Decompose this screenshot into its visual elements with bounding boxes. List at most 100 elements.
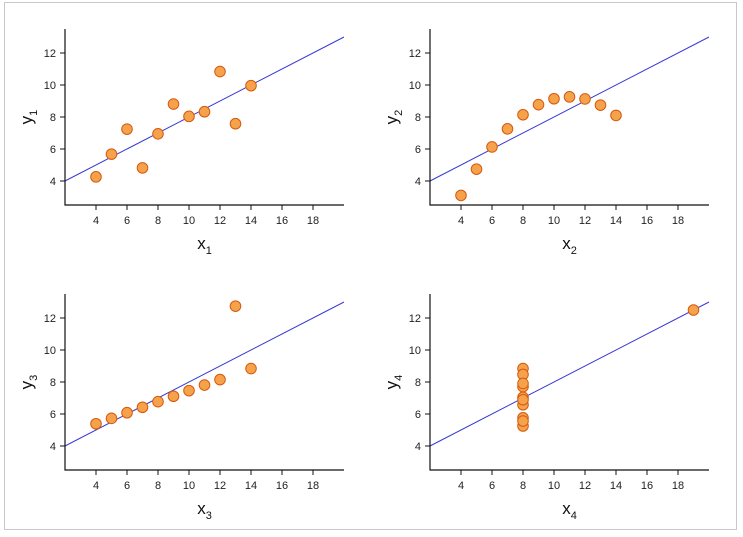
x-tick-label: 18 xyxy=(307,480,319,492)
data-point xyxy=(214,373,226,386)
data-point xyxy=(517,108,529,121)
y-tick-label: 4 xyxy=(50,176,56,188)
data-point xyxy=(563,91,576,103)
x-tick-label: 12 xyxy=(579,215,591,227)
data-point xyxy=(198,105,211,118)
y-axis-title: y1 xyxy=(17,110,40,125)
y-tick-label: 8 xyxy=(415,112,421,124)
y-tick-label: 12 xyxy=(44,48,56,60)
x-axis-title: x3 xyxy=(197,499,212,522)
data-point xyxy=(579,93,591,105)
y-tick-label: 6 xyxy=(50,409,56,421)
data-point xyxy=(687,304,700,316)
x-tick-label: 16 xyxy=(641,480,653,492)
data-point xyxy=(121,406,133,419)
y-tick-label: 4 xyxy=(50,441,56,453)
y-tick-label: 10 xyxy=(44,80,56,92)
data-point xyxy=(136,401,149,414)
y-tick-label: 10 xyxy=(409,80,421,92)
x-tick-label: 14 xyxy=(610,480,622,492)
y-tick-label: 12 xyxy=(409,48,421,60)
x-axis-title: x1 xyxy=(197,234,212,257)
y-axis-title: y2 xyxy=(382,110,405,125)
data-point xyxy=(486,141,498,153)
data-point xyxy=(455,189,467,202)
y-tick-label: 6 xyxy=(50,144,56,156)
x-tick-label: 18 xyxy=(307,215,319,227)
x-tick-label: 8 xyxy=(520,480,526,492)
x-tick-label: 10 xyxy=(548,215,560,227)
x-tick-label: 4 xyxy=(458,215,464,227)
y-axis-title: y3 xyxy=(17,375,40,390)
figure-frame xyxy=(4,2,737,530)
x-tick-label: 6 xyxy=(124,480,130,492)
data-point xyxy=(105,148,118,160)
x-tick-label: 16 xyxy=(641,215,653,227)
x-tick-label: 8 xyxy=(155,215,161,227)
data-point xyxy=(610,109,622,122)
x-tick-label: 8 xyxy=(155,480,161,492)
x-tick-label: 6 xyxy=(489,215,495,227)
data-point xyxy=(501,123,514,135)
data-point xyxy=(517,377,529,390)
data-point xyxy=(517,393,529,406)
y-tick-label: 6 xyxy=(415,144,421,156)
data-point xyxy=(183,110,195,123)
y-tick-label: 12 xyxy=(409,313,421,325)
y-tick-label: 10 xyxy=(409,345,421,357)
data-point xyxy=(105,412,118,425)
x-axis-title: x4 xyxy=(562,499,577,522)
x-tick-label: 8 xyxy=(520,215,526,227)
x-tick-label: 4 xyxy=(93,480,99,492)
x-tick-label: 14 xyxy=(245,215,257,227)
x-tick-label: 4 xyxy=(93,215,99,227)
x-tick-label: 10 xyxy=(183,480,195,492)
data-point xyxy=(532,98,545,111)
data-point xyxy=(229,117,242,130)
x-tick-label: 6 xyxy=(124,215,130,227)
y-tick-label: 6 xyxy=(415,409,421,421)
x-tick-label: 12 xyxy=(214,215,226,227)
data-point xyxy=(245,79,257,92)
axes xyxy=(429,294,709,471)
data-point xyxy=(167,390,180,403)
x-tick-label: 4 xyxy=(458,480,464,492)
y-tick-label: 8 xyxy=(415,377,421,389)
x-tick-label: 10 xyxy=(548,480,560,492)
y-tick-label: 12 xyxy=(44,313,56,325)
data-point xyxy=(229,300,242,312)
data-point xyxy=(167,98,180,110)
x-axis-title: x2 xyxy=(562,234,577,257)
x-tick-label: 14 xyxy=(245,480,257,492)
data-point xyxy=(594,99,607,111)
x-tick-label: 6 xyxy=(489,480,495,492)
x-tick-label: 18 xyxy=(672,480,684,492)
data-point xyxy=(121,123,133,135)
x-tick-label: 16 xyxy=(276,480,288,492)
axes xyxy=(429,29,709,206)
data-point xyxy=(136,162,149,174)
data-point xyxy=(152,128,164,140)
x-tick-label: 12 xyxy=(579,480,591,492)
data-point xyxy=(245,362,257,375)
x-tick-label: 18 xyxy=(672,215,684,227)
data-point xyxy=(548,92,560,105)
regression-line xyxy=(430,301,709,447)
y-tick-label: 10 xyxy=(44,345,56,357)
data-point xyxy=(214,65,226,78)
data-point xyxy=(90,417,102,430)
y-tick-label: 4 xyxy=(415,441,421,453)
data-point xyxy=(517,415,529,427)
x-tick-label: 14 xyxy=(610,215,622,227)
x-tick-label: 12 xyxy=(214,480,226,492)
regression-line xyxy=(65,301,344,447)
x-tick-label: 10 xyxy=(183,215,195,227)
data-point xyxy=(198,379,211,391)
y-tick-label: 8 xyxy=(50,377,56,389)
y-tick-label: 8 xyxy=(50,112,56,124)
y-axis-title: y4 xyxy=(382,375,405,390)
